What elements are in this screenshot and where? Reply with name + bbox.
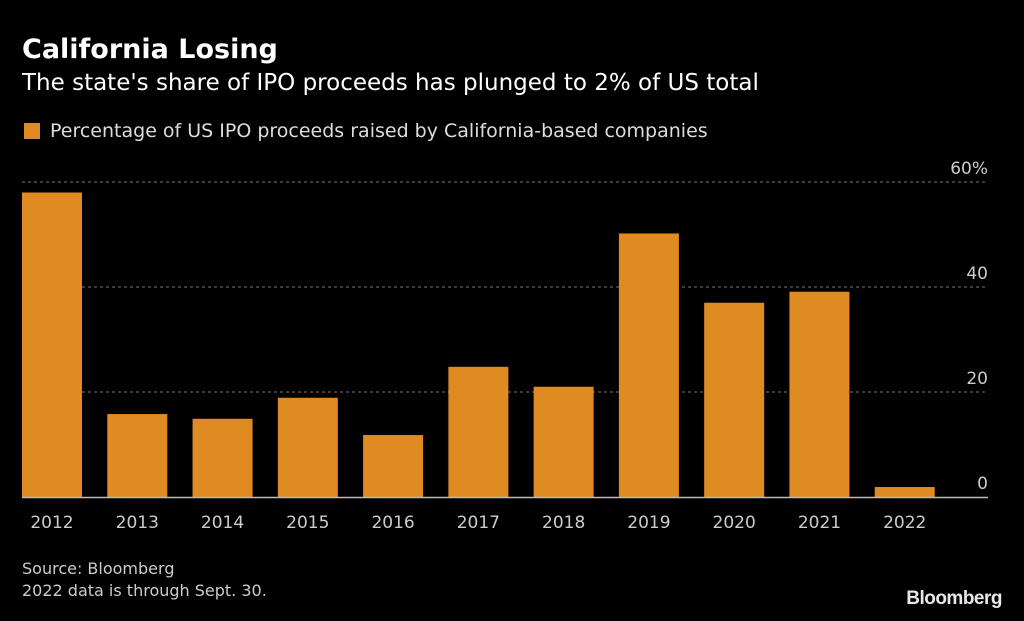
y-axis-ticks: 0 20 40 60% [950,159,988,494]
x-axis-ticks: 2012 2013 2014 2015 2016 2017 2018 2019 2020 2021… [30,513,926,533]
x-tick-label: 2022 [883,513,926,533]
bar-2017 [448,366,509,497]
legend-label: Percentage of US IPO proceeds raised by … [50,120,708,142]
bar-2020 [704,302,765,497]
chart-subtitle: The state's share of IPO proceeds has pl… [22,70,759,96]
x-tick-label: 2015 [286,513,329,533]
bar-2022 [874,487,935,497]
x-tick-label: 2019 [627,513,670,533]
bar-2018 [533,386,594,497]
legend-swatch [24,123,40,139]
bar-2014 [192,418,253,497]
legend: Percentage of US IPO proceeds raised by … [24,120,708,142]
data-note: 2022 data is through Sept. 30. [22,581,267,600]
chart-title: California Losing [22,34,278,65]
y-tick-label: 0 [977,474,988,494]
source-note: Source: Bloomberg [22,559,175,578]
x-tick-label: 2016 [371,513,414,533]
bar-2015 [277,397,338,497]
x-tick-label: 2017 [457,513,500,533]
x-tick-label: 2018 [542,513,585,533]
bar-2012 [22,192,82,497]
footer: Source: Bloomberg 2022 data is through S… [22,558,267,602]
x-tick-label: 2020 [713,513,756,533]
y-tick-label: 40 [966,264,988,284]
x-tick-label: 2021 [798,513,841,533]
bar-2019 [618,233,679,497]
bar-2021 [789,291,850,497]
x-tick-label: 2013 [116,513,159,533]
y-tick-label: 60% [950,159,988,179]
x-tick-label: 2012 [30,513,73,533]
bar-2016 [363,435,424,497]
bar-2013 [107,414,168,497]
y-tick-label: 20 [966,369,988,389]
bloomberg-logo: Bloomberg [906,588,1002,609]
x-tick-label: 2014 [201,513,244,533]
bars [22,192,935,497]
